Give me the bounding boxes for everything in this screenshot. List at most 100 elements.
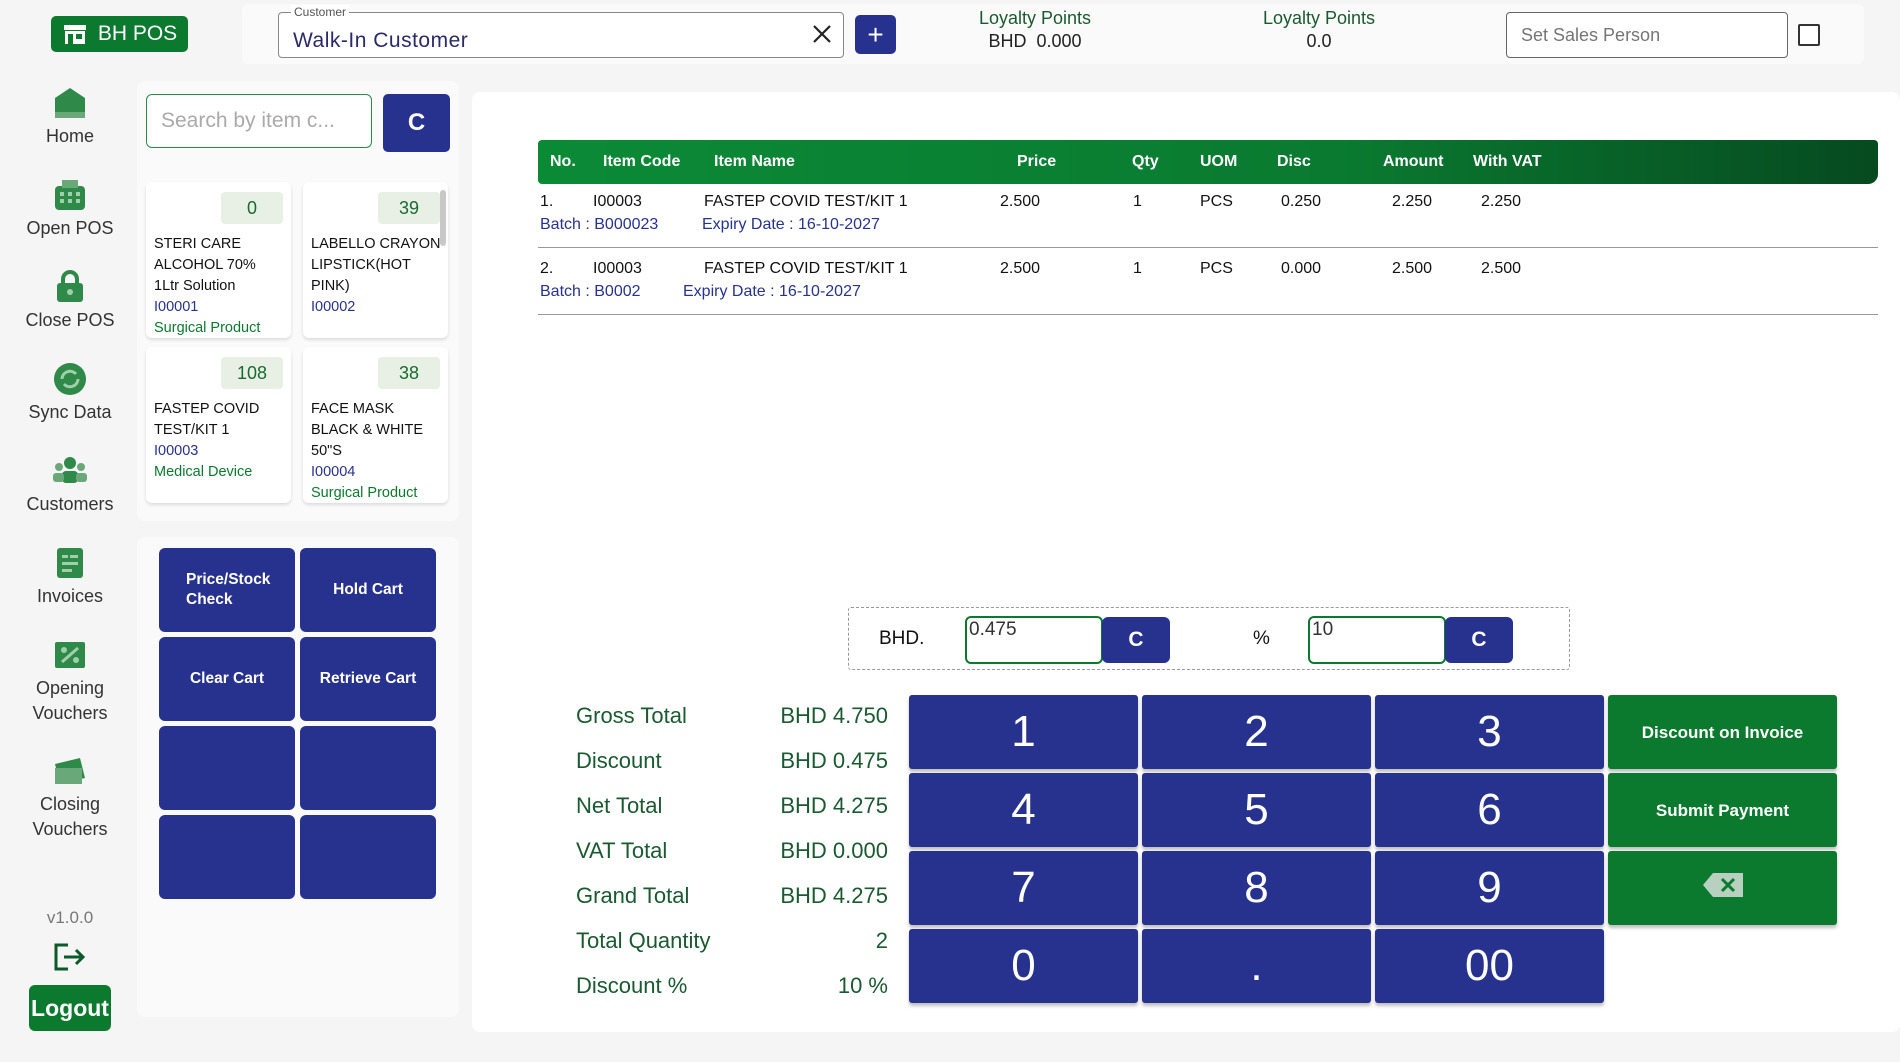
vat-total-value: BHD 0.000 [780, 838, 888, 863]
product-card[interactable]: 38 FACE MASK BLACK & WHITE 50"S I00004 S… [303, 347, 448, 503]
nav-sync-data[interactable]: Sync Data [0, 362, 140, 425]
price-stock-check-button[interactable]: Price/Stock Check [159, 548, 295, 632]
key-7[interactable]: 7 [909, 851, 1138, 925]
home-icon [55, 88, 85, 118]
loyalty-points-value: 0.0 [1306, 31, 1332, 51]
action-slot-button[interactable] [159, 815, 295, 899]
table-row[interactable]: 1. I00003 FASTEP COVID TEST/KIT 1 2.500 … [538, 181, 1878, 248]
col-qty: Qty [1132, 153, 1159, 170]
cell-disc: 0.000 [1281, 260, 1322, 277]
stock-badge: 0 [221, 192, 283, 224]
discount-amount-clear-button[interactable]: C [1102, 617, 1170, 663]
key-3[interactable]: 3 [1375, 695, 1604, 769]
key-2[interactable]: 2 [1142, 695, 1371, 769]
key-1[interactable]: 1 [909, 695, 1138, 769]
cell-no: 2. [540, 260, 554, 277]
key-4[interactable]: 4 [909, 773, 1138, 847]
nav-close-pos[interactable]: Close POS [0, 270, 140, 333]
nav-invoices[interactable]: Invoices [0, 546, 140, 609]
hold-cart-button[interactable]: Hold Cart [300, 548, 436, 632]
col-item-name: Item Name [714, 153, 795, 170]
logout-button[interactable]: Logout [29, 985, 111, 1031]
loyalty-amount-label: Loyalty Points [978, 8, 1092, 28]
backspace-button[interactable] [1608, 851, 1837, 925]
discount-on-invoice-button[interactable]: Discount on Invoice [1608, 695, 1837, 769]
add-customer-button[interactable]: + [855, 15, 896, 54]
app-version: v1.0.0 [46, 908, 94, 927]
sales-person-checkbox[interactable] [1798, 24, 1820, 46]
retrieve-cart-button[interactable]: Retrieve Cart [300, 637, 436, 721]
product-code: I00001 [154, 299, 199, 315]
nav-opening-vouchers-label: Opening Vouchers [32, 678, 108, 723]
stock-badge: 38 [378, 357, 440, 389]
discount-amount-input[interactable] [965, 616, 1103, 664]
invoice-icon [57, 548, 83, 578]
cart-table-header: No. Item Code Item Name Price Qty UOM Di… [538, 140, 1878, 184]
clear-cart-button[interactable]: Clear Cart [159, 637, 295, 721]
sales-person-input[interactable] [1506, 12, 1788, 58]
close-icon[interactable] [811, 23, 833, 45]
stock-badge: 39 [378, 192, 440, 224]
discount-percent-total-value: 10 % [837, 973, 888, 998]
vat-total-label: VAT Total [576, 838, 668, 863]
discount-total-label: Discount [576, 748, 662, 773]
product-card[interactable]: 108 FASTEP COVID TEST/KIT 1 I00003 Medic… [146, 347, 291, 503]
table-row[interactable]: 2. I00003 FASTEP COVID TEST/KIT 1 2.500 … [538, 248, 1878, 315]
search-input[interactable] [146, 94, 372, 148]
discount-percent-input[interactable] [1308, 616, 1446, 664]
key-0[interactable]: 0 [909, 929, 1138, 1003]
nav-open-pos[interactable]: Open POS [0, 178, 140, 241]
key-6[interactable]: 6 [1375, 773, 1604, 847]
product-card[interactable]: 0 STERI CARE ALCOHOL 70% 1Ltr Solution I… [146, 182, 291, 338]
sync-icon [54, 363, 86, 395]
register-icon [55, 180, 85, 210]
opening-voucher-icon [55, 642, 85, 668]
key-5[interactable]: 5 [1142, 773, 1371, 847]
cell-batch: Batch : B000023 [540, 216, 659, 233]
loyalty-amount-value: BHD 0.000 [988, 31, 1082, 51]
stock-badge: 108 [221, 357, 283, 389]
nav-home[interactable]: Home [0, 86, 140, 149]
cell-item-code: I00003 [593, 193, 642, 210]
action-slot-button[interactable] [159, 726, 295, 810]
submit-payment-button[interactable]: Submit Payment [1608, 773, 1837, 847]
total-quantity-label: Total Quantity [576, 928, 711, 953]
product-code: I00002 [311, 299, 356, 315]
discount-currency-label: BHD. [879, 628, 925, 649]
col-item-code: Item Code [603, 153, 681, 170]
discount-percent-clear-button[interactable]: C [1445, 617, 1513, 663]
exit-icon[interactable] [52, 942, 86, 972]
nav-customers-label: Customers [26, 494, 114, 514]
discount-percent-label: % [1253, 628, 1270, 649]
product-scrollbar[interactable] [440, 190, 446, 246]
store-icon [63, 25, 86, 44]
cell-batch: Batch : B0002 [540, 283, 641, 300]
action-slot-button[interactable] [300, 726, 436, 810]
nav-opening-vouchers[interactable]: Opening Vouchers [0, 638, 140, 726]
cell-with-vat: 2.500 [1481, 260, 1522, 277]
col-uom: UOM [1200, 153, 1238, 170]
nav-closing-vouchers[interactable]: Closing Vouchers [0, 754, 140, 842]
search-clear-button[interactable]: C [383, 94, 450, 152]
key-decimal[interactable]: . [1142, 929, 1371, 1003]
cell-no: 1. [540, 193, 554, 210]
cell-item-code: I00003 [593, 260, 642, 277]
action-slot-button[interactable] [300, 815, 436, 899]
product-card[interactable]: 39 LABELLO CRAYON LIPSTICK(HOT PINK) I00… [303, 182, 448, 338]
product-code: I00004 [311, 464, 356, 480]
nav-customers[interactable]: Customers [0, 454, 140, 517]
grand-total-label: Grand Total [576, 883, 690, 908]
net-total-label: Net Total [576, 793, 663, 818]
product-info: FACE MASK BLACK & WHITE 50"S I00004 Surg… [311, 399, 441, 503]
key-9[interactable]: 9 [1375, 851, 1604, 925]
customer-field[interactable]: Customer Walk-In Customer [278, 5, 844, 58]
key-8[interactable]: 8 [1142, 851, 1371, 925]
nav-sync-data-label: Sync Data [28, 402, 112, 422]
customer-value: Walk-In Customer [293, 29, 469, 52]
plus-icon: + [867, 18, 884, 50]
col-price: Price [1017, 153, 1057, 170]
lock-icon [57, 270, 83, 302]
key-double-zero[interactable]: 00 [1375, 929, 1604, 1003]
gross-total-label: Gross Total [576, 703, 687, 728]
sidebar: BH POS [0, 0, 188, 1062]
